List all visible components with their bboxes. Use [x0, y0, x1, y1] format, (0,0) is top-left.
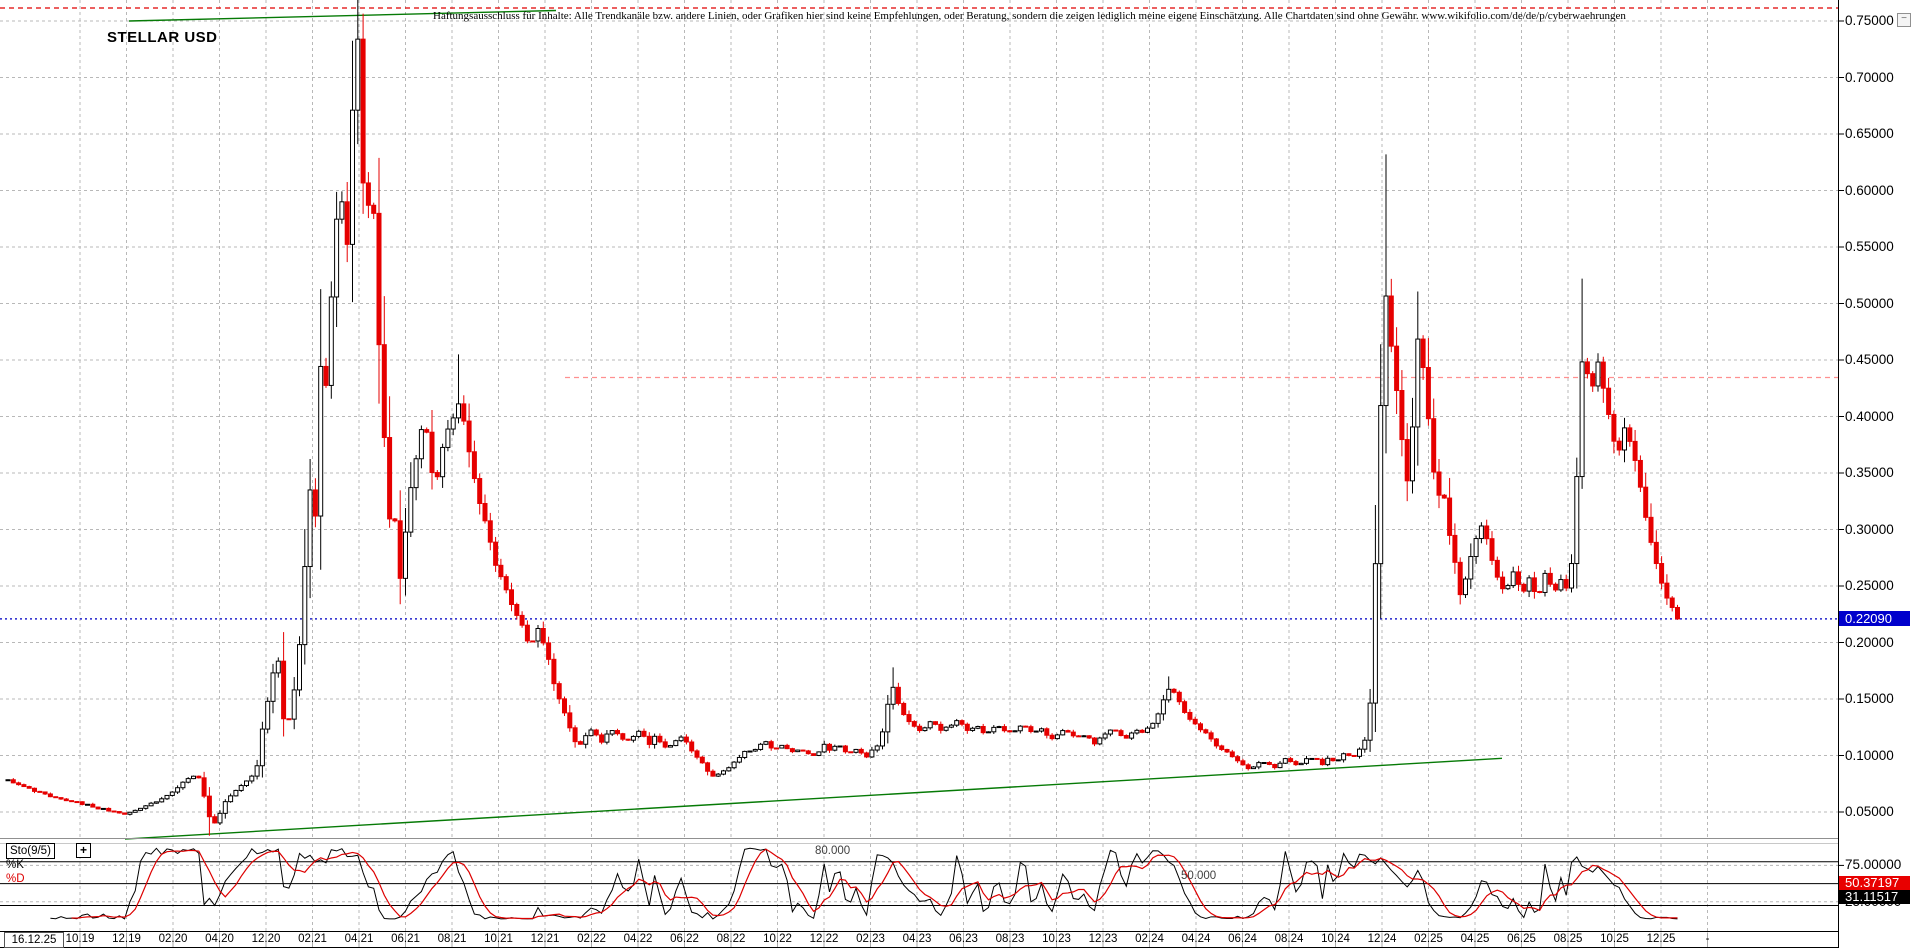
date-axis-label: 04.23	[902, 933, 932, 945]
date-axis-label: 12.20	[251, 933, 281, 945]
sto-k-line	[50, 847, 1678, 920]
date-axis-label: 10.19	[65, 933, 95, 945]
date-axis-label: 02.23	[856, 933, 885, 945]
price-axis-label: 0.55000	[1845, 239, 1894, 254]
date-axis-label: 04.25	[1460, 933, 1490, 945]
current-date-label: 16.12.25	[4, 932, 64, 948]
sto-k-label: %K	[6, 859, 24, 871]
add-indicator-icon[interactable]: +	[76, 843, 91, 858]
date-axis-label: 06.25	[1507, 933, 1536, 945]
date-axis-label: 02.21	[298, 933, 327, 945]
date-axis-label: 12.25	[1646, 933, 1676, 945]
sto-d-line	[71, 848, 1678, 920]
price-axis-label: 0.70000	[1845, 69, 1894, 85]
date-axis-label: 08.25	[1553, 933, 1583, 945]
upper-trendline	[128, 9, 557, 22]
candles	[5, 0, 1680, 836]
price-axis-label: 0.05000	[1845, 804, 1894, 819]
price-axis-label: 0.35000	[1845, 465, 1894, 480]
date-axis-label: 04.22	[623, 933, 653, 945]
date-axis-label: 04.24	[1181, 933, 1211, 945]
date-axis-label: 12.24	[1367, 933, 1397, 945]
date-axis-label: 06.21	[391, 933, 420, 945]
date-axis-label: 12.23	[1088, 933, 1118, 945]
price-axis-label: 0.10000	[1845, 747, 1894, 763]
support-trendline	[124, 757, 1503, 840]
sto-level-50-label: 50.000	[1181, 870, 1217, 882]
sto-axis-label-75: 75.00000	[1845, 857, 1902, 872]
sto-d-label: %D	[6, 873, 25, 885]
price-axis-label: 0.20000	[1845, 634, 1894, 650]
sto-level-80-label: 80.000	[815, 845, 851, 857]
date-axis-label: 10.25	[1600, 933, 1629, 945]
date-axis-label: 12.21	[530, 933, 560, 945]
price-axis-label: 0.45000	[1845, 352, 1894, 367]
date-axis-label: 02.25	[1414, 933, 1443, 945]
symbol-title: STELLAR USD	[107, 29, 218, 46]
price-axis-label: 0.65000	[1845, 126, 1894, 141]
date-axis-label: 10.22	[763, 933, 792, 945]
price-axis-label: 0.25000	[1845, 578, 1894, 593]
date-axis-label: 06.24	[1228, 933, 1257, 945]
date-axis-label: 08.22	[716, 933, 746, 945]
sto-d-value-badge: 50.37197	[1839, 876, 1910, 890]
disclaimer-text: Haftungsausschluss für Inhalte: Alle Tre…	[433, 10, 1626, 22]
date-axis-label: 06.23	[949, 933, 978, 945]
price-axis-label: 0.15000	[1845, 691, 1894, 706]
date-axis-label: 10.24	[1321, 933, 1350, 945]
price-axis-label: 0.40000	[1845, 408, 1894, 424]
price-axis-label: 0.60000	[1845, 182, 1894, 198]
date-axis-label: 02.22	[577, 933, 606, 945]
date-axis-label: 04.21	[344, 933, 374, 945]
current-price-badge: 0.22090	[1839, 611, 1910, 626]
date-axis-label: 12.19	[112, 933, 141, 945]
collapse-panel-button[interactable]: −	[1897, 13, 1911, 27]
indicator-settings-button[interactable]: Sto(9/5)	[6, 843, 55, 859]
date-axis-label: -	[1705, 933, 1710, 945]
price-axis-label: 0.30000	[1845, 521, 1894, 537]
date-axis-label: 02.24	[1135, 933, 1164, 945]
price-axis-label: 0.50000	[1845, 295, 1894, 311]
date-axis-label: 12.22	[809, 933, 839, 945]
date-axis-label: 08.23	[995, 933, 1025, 945]
date-axis-label: 10.23	[1042, 933, 1071, 945]
date-axis-label: 02.20	[158, 933, 188, 945]
date-axis-label: 08.21	[437, 933, 467, 945]
price-axis-label: 0.75000	[1845, 13, 1894, 28]
sto-k-value-badge: 31.11517	[1839, 890, 1910, 904]
date-axis-label: 08.24	[1274, 933, 1304, 945]
date-axis-label: 06.22	[670, 933, 699, 945]
date-axis-label: 10.21	[484, 933, 513, 945]
date-axis-label: 04.20	[205, 933, 234, 945]
